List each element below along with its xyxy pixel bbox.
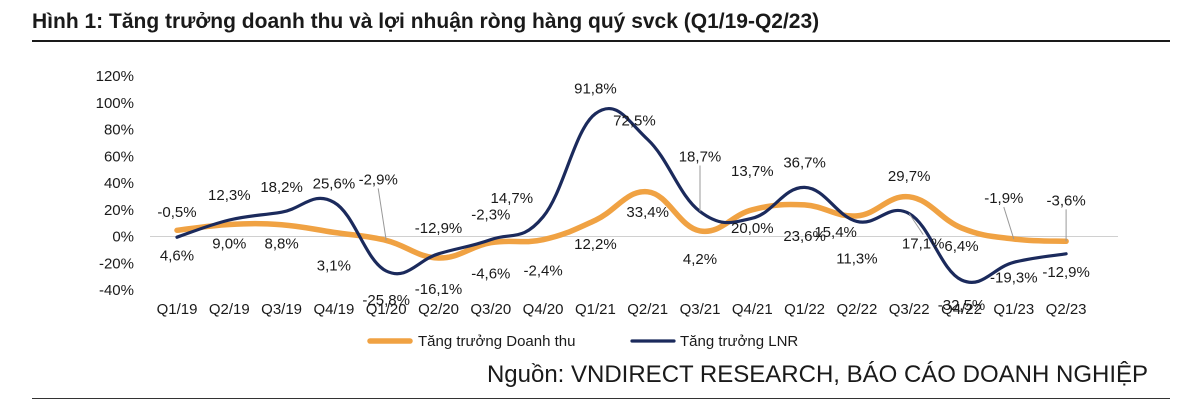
- y-tick-label: 0%: [112, 229, 134, 246]
- source-note: Nguồn: VNDIRECT RESEARCH, BÁO CÁO DOANH …: [486, 361, 1148, 388]
- data-label-profit: 25,6%: [313, 175, 356, 192]
- data-label-profit: -0,5%: [157, 204, 196, 221]
- series-line-revenue: [174, 189, 1069, 261]
- y-tick-label: 20%: [104, 202, 134, 219]
- data-label-leader: [1003, 206, 1015, 240]
- x-tick-label: Q2/19: [209, 301, 250, 318]
- x-tick-label: Q3/20: [470, 301, 511, 318]
- data-label-revenue: 20,0%: [731, 220, 774, 237]
- y-tick-label: 40%: [104, 175, 134, 192]
- data-label-profit: 36,7%: [783, 154, 826, 171]
- legend-label-profit: Tăng trưởng LNR: [680, 333, 798, 350]
- data-label-profit: -12,9%: [1042, 264, 1090, 281]
- x-tick-label: Q4/20: [523, 301, 564, 318]
- title-divider: [32, 40, 1170, 42]
- data-label-profit: 12,3%: [208, 187, 251, 204]
- y-tick-label: -40%: [99, 282, 134, 299]
- x-tick-label: Q1/22: [784, 301, 825, 318]
- data-label-profit: 72,5%: [613, 113, 656, 130]
- series-line-profit: [175, 106, 1068, 284]
- data-label-revenue: -1,9%: [984, 190, 1023, 207]
- y-tick-label: 60%: [104, 148, 134, 165]
- data-label-profit: 18,2%: [260, 179, 303, 196]
- y-tick-label: -20%: [99, 255, 134, 272]
- y-tick-label: 120%: [96, 68, 134, 85]
- data-label-revenue: -2,4%: [524, 263, 563, 280]
- data-label-revenue: 4,6%: [160, 247, 194, 264]
- x-tick-label: Q3/22: [889, 301, 930, 318]
- data-label-revenue: -16,1%: [415, 281, 463, 298]
- data-label-revenue: 23,6%: [783, 228, 826, 245]
- data-label-revenue: 33,4%: [626, 204, 669, 221]
- y-tick-label: 80%: [104, 122, 134, 139]
- data-label-revenue: 6,4%: [944, 238, 978, 255]
- data-label-revenue: 4,2%: [683, 251, 717, 268]
- data-label-leader: [377, 188, 387, 241]
- x-tick-label: Q2/21: [627, 301, 668, 318]
- x-tick-label: Q2/23: [1046, 301, 1087, 318]
- data-label-revenue: 3,1%: [317, 257, 351, 274]
- data-label-leader: [908, 213, 924, 235]
- x-tick-label: Q4/19: [313, 301, 354, 318]
- data-label-revenue: 12,2%: [574, 236, 617, 253]
- x-tick-label: Q2/22: [836, 301, 877, 318]
- x-tick-label: Q1/20: [366, 301, 407, 318]
- data-label-revenue: 8,8%: [264, 236, 298, 253]
- data-label-profit: 18,7%: [679, 148, 722, 165]
- data-label-profit: 11,3%: [836, 250, 877, 267]
- data-label-revenue: -4,6%: [471, 266, 510, 283]
- data-label-profit: -19,3%: [990, 269, 1038, 286]
- y-tick-label: 100%: [96, 95, 134, 112]
- legend-label-revenue: Tăng trưởng Doanh thu: [418, 333, 575, 350]
- data-label-revenue: 9,0%: [212, 235, 246, 252]
- x-tick-label: Q4/22: [941, 301, 982, 318]
- chart-title: Hình 1: Tăng trưởng doanh thu và lợi nhu…: [32, 10, 820, 33]
- data-label-profit: -25,8%: [362, 292, 410, 309]
- x-tick-label: Q1/23: [993, 301, 1034, 318]
- x-tick-label: Q1/19: [157, 301, 198, 318]
- data-label-profit: 14,7%: [491, 190, 534, 207]
- x-tick-label: Q3/19: [261, 301, 302, 318]
- x-tick-label: Q2/20: [418, 301, 459, 318]
- data-label-profit: -32,5%: [938, 297, 986, 314]
- data-label-revenue: -3,6%: [1047, 192, 1086, 209]
- x-tick-label: Q1/21: [575, 301, 616, 318]
- data-label-profit: -12,9%: [415, 220, 463, 237]
- source-divider: [32, 398, 1170, 399]
- data-label-revenue: -2,9%: [359, 171, 398, 188]
- data-label-profit: 91,8%: [574, 81, 617, 98]
- data-label-revenue: 15,4%: [814, 224, 857, 241]
- x-tick-label: Q3/21: [680, 301, 721, 318]
- data-label-revenue: 29,7%: [888, 168, 931, 185]
- x-tick-label: Q4/21: [732, 301, 773, 318]
- data-label-profit: 13,7%: [731, 163, 774, 180]
- data-label-profit: 17,1%: [902, 236, 945, 253]
- data-label-profit: -2,3%: [471, 207, 510, 224]
